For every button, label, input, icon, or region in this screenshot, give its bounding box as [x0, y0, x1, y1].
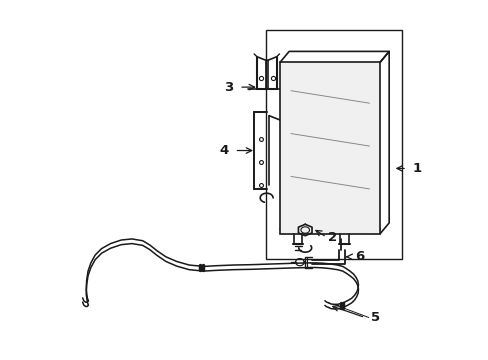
Bar — [265, 30, 401, 258]
Text: 5: 5 — [370, 311, 379, 324]
Text: 3: 3 — [224, 81, 233, 94]
Text: 4: 4 — [220, 144, 229, 157]
Bar — [280, 62, 380, 234]
Text: 6: 6 — [354, 250, 364, 263]
Text: 2: 2 — [328, 231, 337, 244]
Text: 1: 1 — [411, 162, 421, 175]
